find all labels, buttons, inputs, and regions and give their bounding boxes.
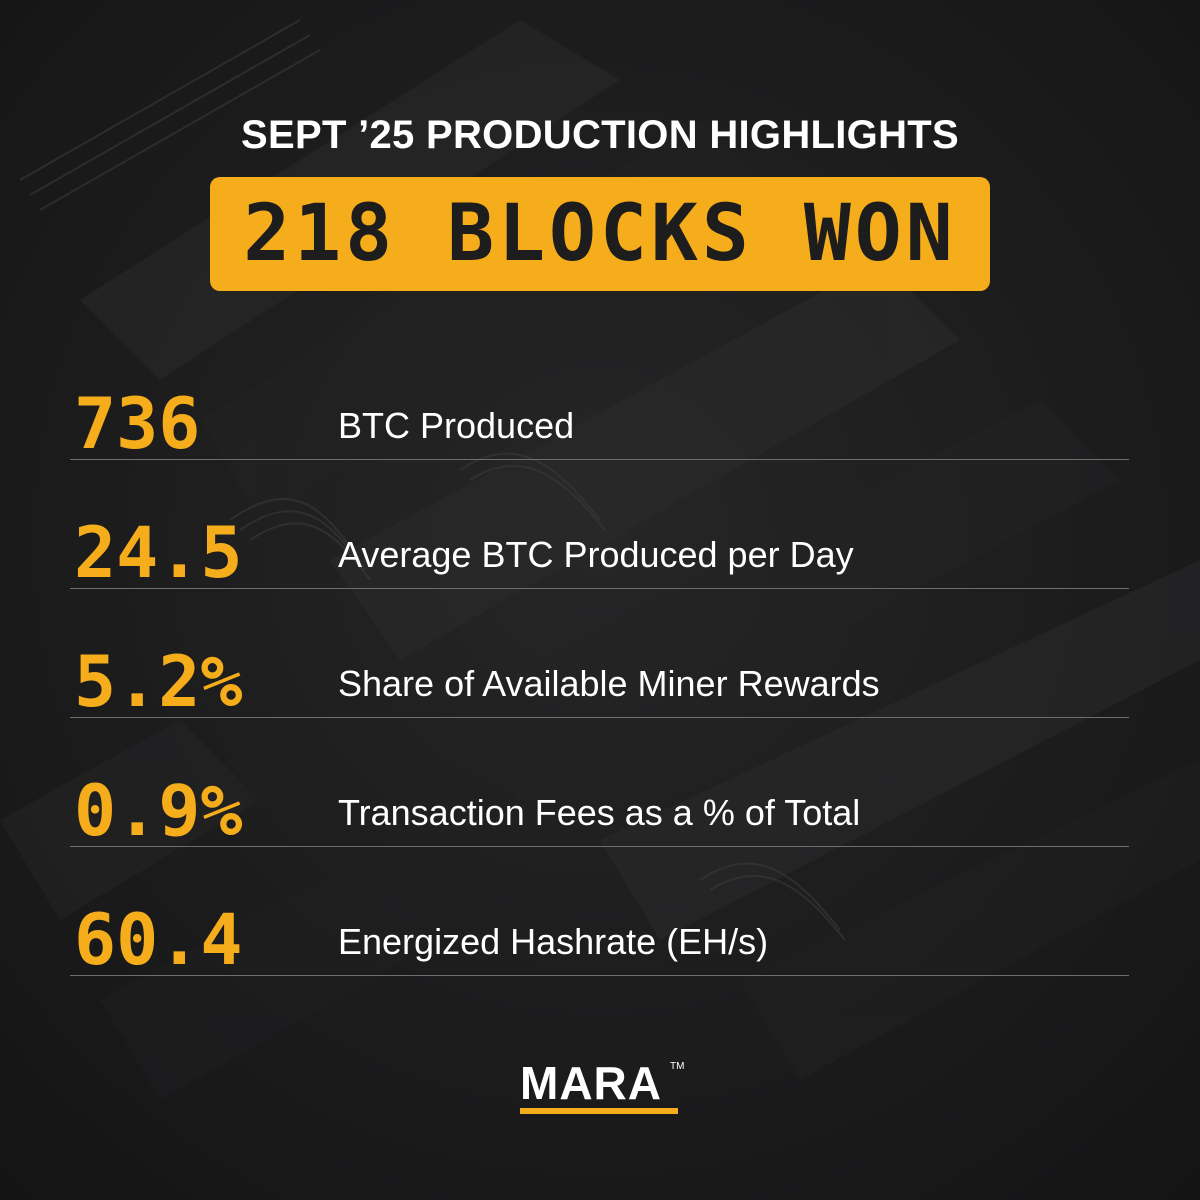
- blocks-won-text: 218 BLOCKS WON: [243, 189, 957, 279]
- stat-value: 736: [74, 383, 201, 465]
- mara-logo: MARA TM: [520, 1057, 684, 1120]
- divider: [70, 846, 1129, 847]
- divider: [70, 588, 1129, 589]
- stat-row-btc-produced: 736 BTC Produced: [70, 382, 1129, 511]
- stat-value: 24.5: [74, 512, 243, 594]
- stats-list: 736 BTC Produced 24.5 Average BTC Produc…: [70, 382, 1129, 1027]
- stat-label: Share of Available Miner Rewards: [338, 663, 880, 704]
- page-title: SEPT ’25 PRODUCTION HIGHLIGHTS: [241, 113, 959, 157]
- stat-row-average-btc-per-day: 24.5 Average BTC Produced per Day: [70, 511, 1129, 640]
- stat-row-transaction-fees: 0.9% Transaction Fees as a % of Total: [70, 769, 1129, 898]
- blocks-won-banner: 218 BLOCKS WON: [210, 177, 990, 291]
- stat-value: 60.4: [74, 899, 243, 981]
- divider: [70, 975, 1129, 976]
- stat-label: Average BTC Produced per Day: [338, 534, 854, 575]
- stat-row-energized-hashrate: 60.4 Energized Hashrate (EH/s): [70, 898, 1129, 1027]
- stat-row-share-of-miner-rewards: 5.2% Share of Available Miner Rewards: [70, 640, 1129, 769]
- stat-value: 5.2%: [74, 641, 243, 723]
- divider: [70, 459, 1129, 460]
- stat-label: Transaction Fees as a % of Total: [338, 792, 861, 833]
- stat-label: BTC Produced: [338, 405, 575, 446]
- stat-value: 0.9%: [74, 770, 243, 852]
- logo-underline: [520, 1108, 678, 1114]
- divider: [70, 717, 1129, 718]
- trademark-mark: TM: [670, 1061, 685, 1072]
- logo-wordmark: MARA: [520, 1057, 662, 1109]
- stat-label: Energized Hashrate (EH/s): [338, 921, 769, 962]
